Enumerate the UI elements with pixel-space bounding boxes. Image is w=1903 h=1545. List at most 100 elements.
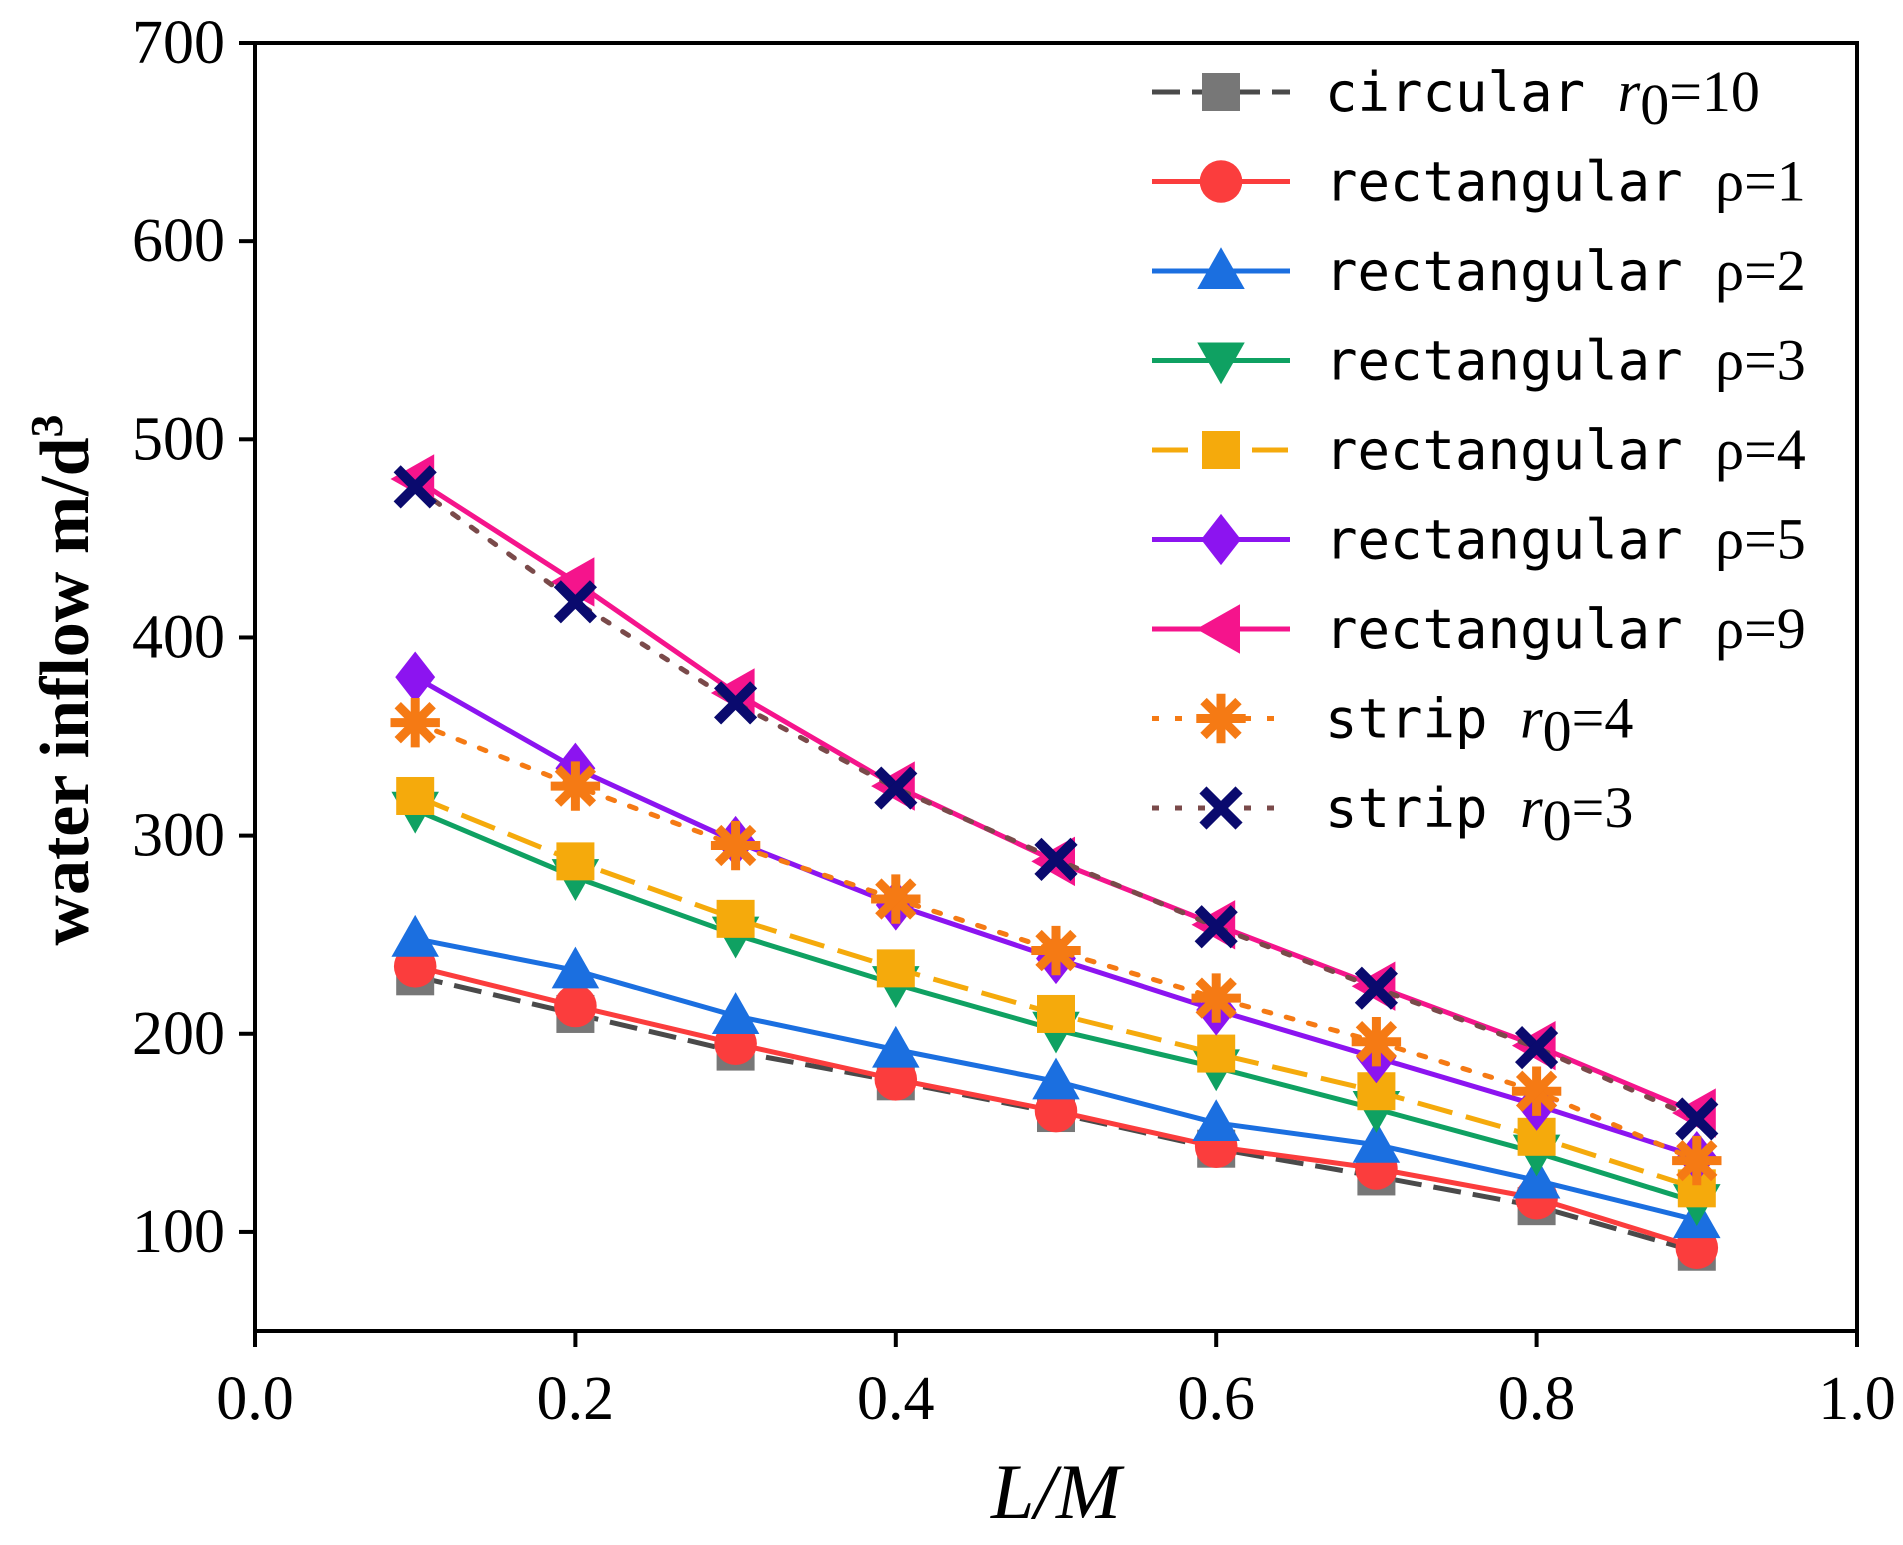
series-line [412, 720, 1700, 1164]
legend-label: rectangular ρ=4 [1325, 417, 1806, 482]
legend-label-text: rectangular [1325, 240, 1715, 303]
legend-item: rectangular ρ=3 [1152, 328, 1806, 393]
legend-label: strip r0=4 [1325, 686, 1633, 764]
legend-label-variable: r [1520, 775, 1543, 840]
legend-item: rectangular ρ=2 [1152, 238, 1806, 303]
legend-label: rectangular ρ=5 [1325, 507, 1806, 572]
legend-label-variable: r [1520, 686, 1543, 751]
data-point [1354, 966, 1398, 1010]
legend-label-subscript: 0 [1543, 788, 1572, 853]
y-tick-label: 400 [132, 603, 225, 671]
legend-label: circular r0=10 [1325, 59, 1760, 137]
y-tick-label: 300 [132, 802, 225, 870]
legend-label-rest: ρ=9 [1715, 596, 1806, 661]
legend-label-subscript: 0 [1543, 699, 1572, 764]
data-point [874, 1058, 918, 1101]
data-point [1192, 1099, 1240, 1141]
legend-label-rest: =4 [1572, 686, 1634, 751]
legend-marker [1202, 431, 1240, 469]
data-point [1511, 1066, 1562, 1116]
legend-label-text: rectangular [1325, 330, 1715, 393]
legend-label-rest: ρ=3 [1715, 328, 1806, 393]
y-axis-title-superscript: 3 [21, 414, 72, 437]
x-tick-label: 0.0 [216, 1365, 294, 1433]
data-point [1194, 905, 1238, 949]
legend-marker [1197, 342, 1245, 385]
y-axis-title: water inflow m/d3 [21, 414, 104, 945]
data-point [554, 984, 597, 1028]
data-point [1037, 994, 1075, 1033]
data-point [1672, 1135, 1722, 1186]
data-point [1351, 1016, 1402, 1067]
data-point [1031, 925, 1081, 976]
y-axis-title-main: water inflow m/d [27, 437, 104, 945]
legend-marker [1196, 693, 1246, 744]
legend-label-rest: ρ=5 [1715, 507, 1806, 572]
legend-item: rectangular ρ=9 [1152, 596, 1806, 661]
legend-label-text: rectangular [1325, 419, 1715, 482]
x-tick-label: 1.0 [1818, 1365, 1896, 1433]
legend-label-rest: =3 [1572, 775, 1634, 840]
x-tick-label: 0.2 [537, 1365, 615, 1433]
data-point [1034, 1089, 1078, 1133]
series-strip-r0-4 [390, 697, 1722, 1186]
legend-label: rectangular ρ=3 [1325, 328, 1806, 393]
series-strip-r0-3 [393, 465, 1719, 1141]
x-tick-label: 0.4 [857, 1365, 935, 1433]
legend-label: rectangular ρ=1 [1325, 149, 1806, 214]
data-point [876, 949, 915, 988]
legend-label: rectangular ρ=9 [1325, 596, 1806, 661]
data-point [553, 580, 597, 624]
legend-item: rectangular ρ=5 [1152, 507, 1806, 572]
data-point [871, 874, 921, 924]
data-point [396, 776, 435, 815]
data-point [711, 992, 760, 1034]
y-tick-label: 100 [132, 1198, 225, 1266]
legend-item: rectangular ρ=1 [1152, 149, 1806, 214]
legend-label-variable: r [1618, 59, 1641, 124]
legend-label-rest: ρ=4 [1715, 417, 1806, 482]
y-tick-label: 700 [132, 9, 225, 77]
legend-item: strip r0=4 [1152, 686, 1633, 764]
legend-label-rest: =10 [1669, 59, 1760, 124]
data-point [391, 914, 439, 957]
data-point [395, 651, 436, 703]
legend-marker [1196, 604, 1240, 654]
data-point [551, 946, 600, 989]
legend-label-subscript: 0 [1640, 72, 1669, 137]
data-point [1515, 1026, 1559, 1070]
data-point [1034, 837, 1078, 881]
data-point [1675, 1097, 1719, 1141]
data-point [393, 465, 437, 509]
legend-label-rest: ρ=2 [1715, 238, 1806, 303]
plot-frame [253, 41, 1859, 1333]
data-point [872, 1025, 920, 1068]
series-layer [390, 454, 1722, 1271]
legend-label-text: rectangular [1325, 598, 1715, 661]
x-tick-label: 0.6 [1177, 1365, 1255, 1433]
legend-marker [1202, 73, 1240, 111]
series-rectangular-2 [391, 914, 1721, 1239]
data-point [1032, 1057, 1080, 1100]
legend-item: rectangular ρ=4 [1152, 417, 1806, 482]
data-point [714, 681, 758, 725]
x-axis-title: L/M [990, 1448, 1125, 1535]
data-point [390, 697, 440, 748]
y-tick-label: 600 [132, 207, 225, 275]
legend-label-rest: ρ=1 [1715, 149, 1806, 214]
legend-item: strip r0=3 [1152, 775, 1633, 853]
legend-marker [1199, 786, 1243, 830]
data-point [1197, 1034, 1236, 1073]
axes-layer: 0.0 0.2 0.4 0.6 0.8 1.0 100 200 300 400 500 600 700 [132, 9, 1896, 1433]
data-point [1191, 973, 1241, 1023]
legend-label: strip r0=3 [1325, 775, 1633, 853]
legend-label-text: strip [1325, 777, 1520, 840]
legend-label-text: rectangular [1325, 509, 1715, 572]
data-point [716, 899, 755, 938]
legend-label-text: circular [1325, 61, 1618, 124]
legend-marker [1201, 513, 1241, 566]
data-point [874, 766, 918, 810]
